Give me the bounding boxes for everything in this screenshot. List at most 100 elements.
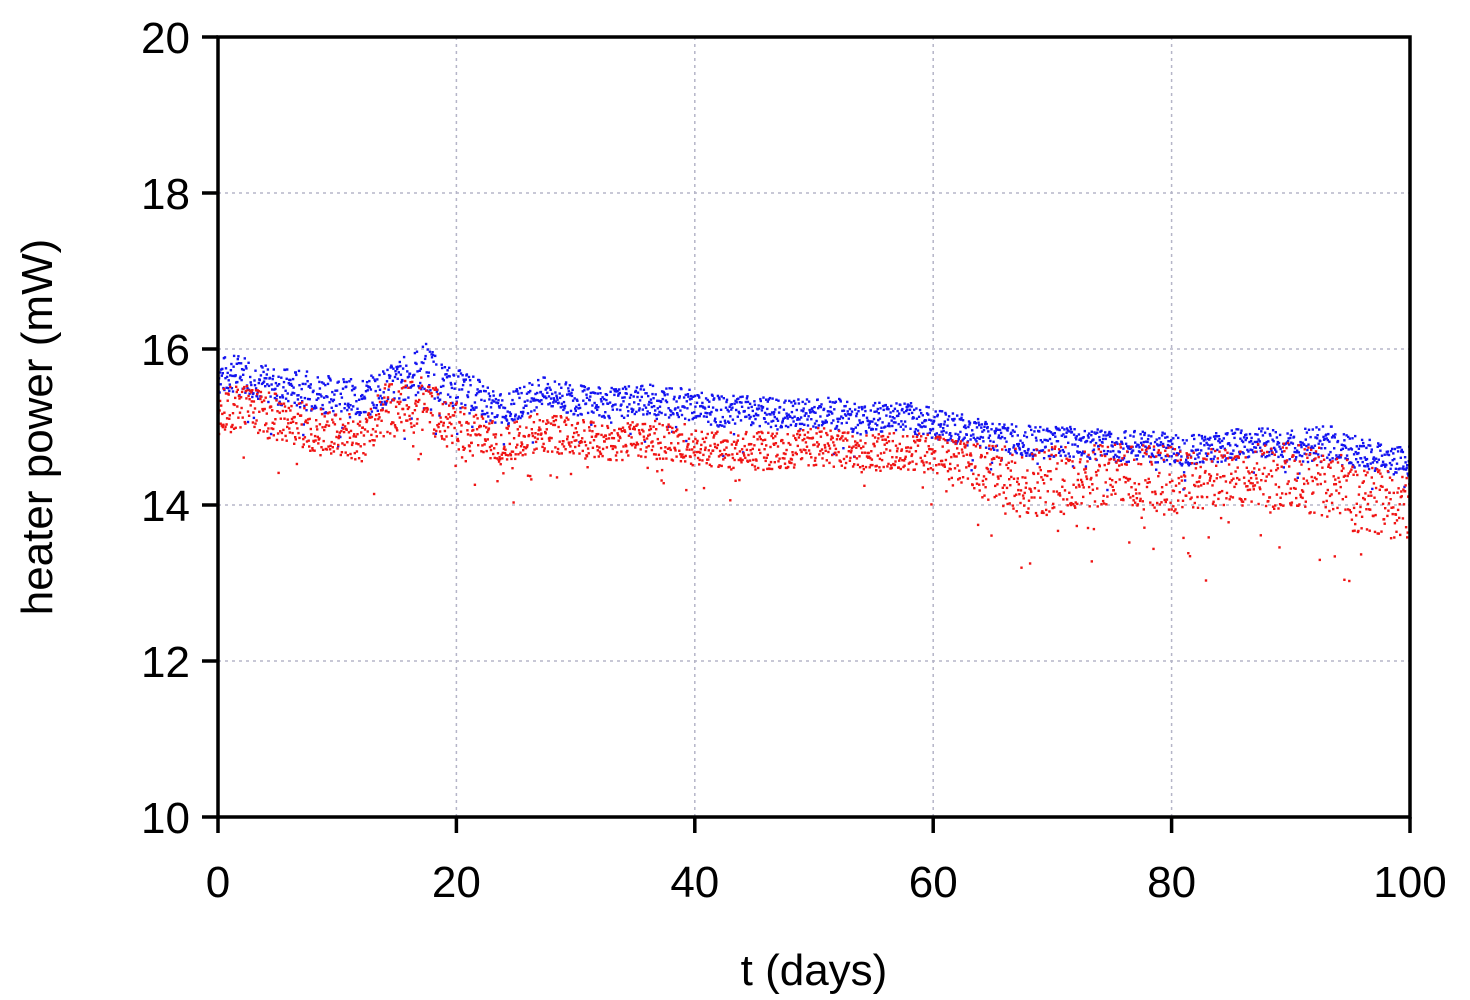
data-point [842, 457, 846, 461]
data-point [985, 422, 988, 426]
data-point [292, 386, 295, 389]
data-point [287, 399, 290, 403]
data-point [1400, 448, 1403, 452]
data-point [1112, 455, 1115, 459]
data-point [672, 431, 676, 434]
data-point [760, 409, 764, 412]
data-point [1005, 463, 1008, 467]
data-point [804, 402, 807, 406]
data-point [710, 410, 713, 414]
data-point [1064, 446, 1067, 449]
data-point [1278, 445, 1281, 448]
data-point [907, 412, 911, 416]
data-point [1262, 493, 1265, 496]
data-point [363, 443, 366, 446]
data-point [986, 467, 989, 471]
data-point [963, 436, 966, 439]
data-point [969, 434, 973, 437]
data-point [235, 390, 238, 394]
data-point [865, 434, 868, 437]
data-point [401, 407, 405, 411]
data-point [590, 435, 594, 438]
data-point [1083, 450, 1086, 453]
data-point [1103, 463, 1106, 467]
data-point [709, 413, 712, 416]
data-point [707, 405, 710, 408]
data-point [609, 390, 612, 393]
data-point [383, 400, 386, 403]
data-point [1047, 454, 1051, 458]
data-point [1322, 435, 1325, 439]
data-point [763, 411, 767, 415]
data-point [1210, 448, 1213, 451]
data-point [1016, 477, 1019, 480]
data-point [738, 450, 742, 453]
data-point [1190, 462, 1194, 465]
data-point [956, 440, 959, 443]
data-point [700, 443, 703, 447]
data-point [949, 437, 952, 440]
data-point [1264, 479, 1267, 483]
data-point [257, 390, 260, 393]
data-point [768, 463, 771, 467]
data-point [811, 407, 814, 410]
data-point [1154, 461, 1157, 464]
data-point [520, 391, 523, 395]
data-point [1288, 458, 1291, 461]
data-point [376, 378, 379, 381]
data-point [1357, 529, 1360, 533]
data-point [425, 410, 428, 413]
data-point [1032, 454, 1035, 457]
data-point [442, 424, 445, 427]
data-point [1179, 450, 1182, 453]
data-point [1282, 466, 1285, 469]
data-point [1188, 555, 1192, 558]
data-point [972, 472, 975, 476]
data-point [757, 404, 760, 407]
data-point [352, 435, 355, 438]
data-point [446, 426, 450, 429]
data-point [685, 439, 688, 443]
data-point [637, 403, 640, 406]
data-point [1305, 479, 1309, 482]
data-point [720, 464, 723, 468]
data-point [341, 387, 345, 390]
data-point [1336, 506, 1339, 510]
data-point [1280, 465, 1283, 468]
data-point [244, 389, 248, 393]
data-point [895, 456, 898, 459]
data-point [1001, 486, 1004, 489]
data-point [806, 431, 810, 434]
data-point [863, 405, 867, 408]
data-point [348, 380, 351, 383]
data-point [467, 390, 470, 394]
data-point [1217, 497, 1220, 501]
data-point [239, 362, 243, 365]
data-point [398, 402, 401, 406]
data-point [1092, 448, 1096, 451]
data-point [1101, 445, 1104, 448]
data-point [259, 397, 262, 401]
data-point [706, 398, 709, 402]
data-point [972, 433, 975, 436]
data-point [463, 412, 466, 416]
data-point [901, 407, 904, 411]
data-point [304, 420, 307, 424]
data-point [868, 426, 871, 429]
data-point [1263, 431, 1267, 434]
data-point [456, 396, 459, 399]
data-point [1053, 506, 1056, 509]
data-point [946, 418, 950, 421]
data-point [967, 420, 971, 423]
data-point [652, 453, 656, 456]
data-point [1130, 445, 1134, 448]
data-point [253, 384, 257, 387]
data-point [844, 414, 848, 417]
data-point [1284, 492, 1288, 496]
data-point [1109, 432, 1113, 436]
data-point [1372, 456, 1376, 459]
data-point [913, 430, 916, 433]
data-point [1354, 434, 1357, 438]
data-point [466, 394, 469, 397]
data-point [351, 441, 354, 444]
